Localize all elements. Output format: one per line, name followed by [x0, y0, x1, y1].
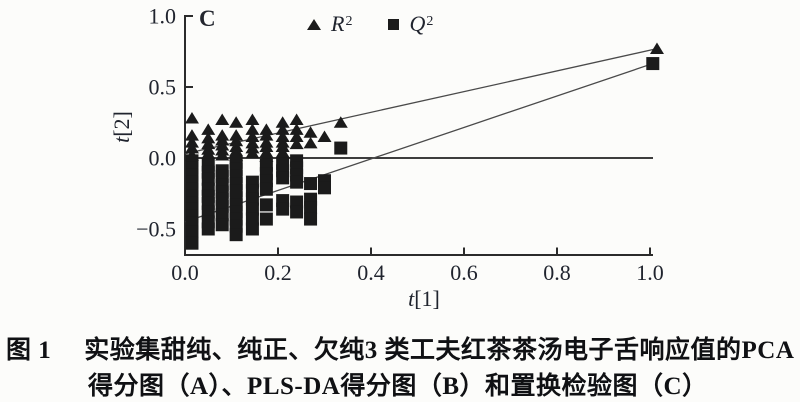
scatter-point-q2 — [304, 212, 318, 226]
y-tick-label: 0.0 — [149, 146, 177, 171]
x-axis-label-index: [1] — [414, 286, 440, 311]
scatter-point-q2 — [215, 208, 229, 222]
legend-label-q2: Q2 — [409, 13, 433, 35]
scatter-point-q2 — [290, 205, 304, 219]
scatter-point-r2 — [184, 141, 199, 154]
scatter-point-q2 — [318, 181, 331, 195]
scatter-point-r2 — [245, 123, 260, 135]
y-axis-label: t[2] — [109, 111, 135, 143]
legend: R2 Q2 — [307, 13, 433, 35]
x-tick-label: 0.0 — [171, 260, 199, 285]
y-tick-label: 0.5 — [149, 75, 177, 100]
x-tick-label: 0.4 — [357, 260, 385, 285]
x-tick-label: 0.8 — [543, 260, 571, 285]
x-tick-label: 1.0 — [636, 260, 664, 285]
permutation-test-chart: 0.0 0.2 0.4 0.6 0.8 1.0 1.0 0.5 0.0 −0.5 — [136, 4, 664, 285]
x-axis-label: t[1] — [408, 286, 440, 312]
scatter-point-r2 — [289, 130, 304, 142]
scatter-point-r2 — [245, 146, 260, 159]
scatter-point-q2 — [245, 192, 259, 206]
scatter-point-r2 — [259, 129, 274, 141]
scatter-point-q2 — [290, 195, 304, 209]
scatter-point-q2 — [215, 218, 229, 232]
caption-line-1-text: 实验集甜纯、纯正、欠纯3 类工夫红茶茶汤电子舌响应值的PCA — [84, 337, 795, 364]
scatter-point-q2 — [304, 201, 318, 215]
triangle-marker-icon — [307, 18, 321, 30]
caption-line-2: 得分图（A）、PLS-DA得分图（B）和置换检验图（C） — [88, 373, 708, 400]
square-marker-icon — [388, 18, 400, 30]
scatter-point-r2 — [289, 113, 304, 125]
scatter-point-q2 — [276, 202, 290, 216]
legend-item-r2: R2 — [307, 13, 352, 35]
scatter-point-r2 — [275, 116, 290, 128]
y-tick-label: 1.0 — [149, 4, 177, 29]
scatter-point-q2 — [201, 172, 215, 186]
scatter-point-r2 — [184, 112, 199, 124]
scatter-point-q2 — [185, 236, 199, 250]
scatter-point-r2 — [275, 146, 290, 158]
legend-label-r2: R2 — [331, 13, 352, 35]
scatter-point-q2 — [334, 141, 348, 155]
scatter-point-q2 — [245, 202, 259, 216]
scatter-point-r2 — [317, 130, 332, 142]
scatter-point-q2 — [201, 205, 215, 219]
caption-line-1: 图 1 实验集甜纯、纯正、欠纯3 类工夫红茶茶汤电子舌响应值的PCA — [6, 330, 794, 366]
scatter-point-r2 — [303, 126, 318, 138]
scatter-point-q2 — [201, 222, 215, 236]
x-tick-label: 0.6 — [450, 260, 478, 285]
scatter-point-q2 — [245, 222, 259, 236]
legend-label-r2-base: R — [331, 11, 345, 36]
scatter-point-q2 — [229, 228, 243, 242]
scatter-point-q2 — [245, 212, 259, 226]
scatter-point-r2 — [201, 123, 216, 135]
scatter-point-q2 — [185, 225, 199, 239]
y-axis-label-index: [2] — [109, 111, 134, 137]
scatter-point-r2 — [275, 123, 290, 135]
legend-label-q2-base: Q — [409, 11, 426, 36]
scatter-point-q2 — [290, 175, 304, 189]
scatter-point-r2 — [215, 113, 230, 125]
legend-label-q2-sup: 2 — [426, 14, 434, 29]
legend-label-r2-sup: 2 — [345, 14, 353, 29]
x-axis-label-var: t — [408, 286, 415, 311]
scatter-point-q2 — [276, 171, 290, 185]
panel-label: C — [199, 6, 216, 31]
caption-figure-number: 图 1 — [6, 337, 52, 364]
scatter-point-r2 — [303, 136, 318, 149]
scatter-point-r2 — [215, 148, 230, 161]
scatter-point-r2 — [649, 42, 664, 54]
scatter-point-q2 — [259, 212, 273, 226]
scatter-point-r2 — [229, 116, 244, 128]
scatter-point-r2 — [201, 147, 216, 160]
scatter-point-q2 — [646, 57, 660, 71]
y-axis-label-var: t — [109, 136, 134, 143]
scatter-point-r2 — [245, 130, 260, 142]
x-tick-label: 0.2 — [264, 260, 292, 285]
y-tick-label: −0.5 — [136, 217, 176, 242]
scatter-point-q2 — [259, 182, 273, 196]
scatter-point-q2 — [304, 177, 318, 191]
legend-item-q2: Q2 — [388, 13, 433, 35]
scatter-point-q2 — [259, 198, 273, 212]
scatter-point-r2 — [245, 113, 260, 125]
scatter-point-r2 — [184, 129, 199, 141]
scatter-point-r2 — [289, 123, 304, 135]
scatter-point-r2 — [289, 137, 304, 150]
scatter-point-r2 — [333, 116, 348, 128]
